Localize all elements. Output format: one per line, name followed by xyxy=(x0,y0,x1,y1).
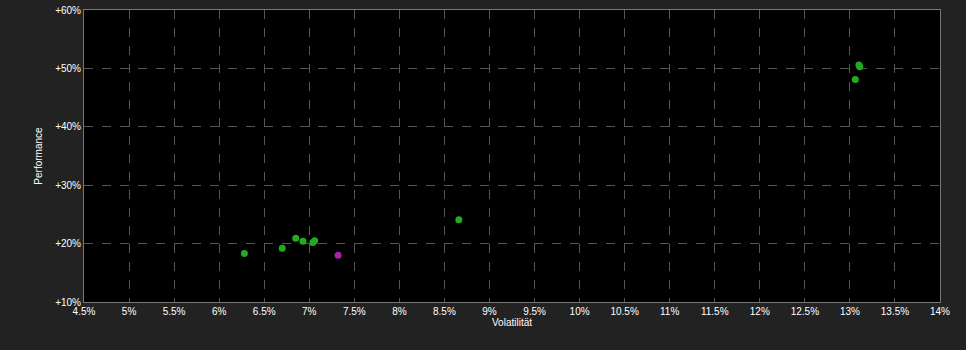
svg-text:4.5%: 4.5% xyxy=(73,306,96,317)
svg-text:5%: 5% xyxy=(122,306,137,317)
svg-text:+10%: +10% xyxy=(55,297,81,308)
svg-text:Performance: Performance xyxy=(33,127,44,185)
svg-text:8%: 8% xyxy=(392,306,407,317)
svg-text:5.5%: 5.5% xyxy=(163,306,186,317)
svg-text:Volatilität: Volatilität xyxy=(492,317,532,328)
svg-text:9.5%: 9.5% xyxy=(523,306,546,317)
svg-text:12.5%: 12.5% xyxy=(791,306,819,317)
svg-text:6%: 6% xyxy=(212,306,227,317)
svg-text:6.5%: 6.5% xyxy=(253,306,276,317)
svg-text:11.5%: 11.5% xyxy=(701,306,729,317)
svg-text:8.5%: 8.5% xyxy=(433,306,456,317)
svg-text:13.5%: 13.5% xyxy=(881,306,909,317)
svg-text:+20%: +20% xyxy=(55,238,81,249)
svg-text:9%: 9% xyxy=(482,306,497,317)
svg-text:+30%: +30% xyxy=(55,180,81,191)
svg-text:10.5%: 10.5% xyxy=(610,306,638,317)
svg-text:10%: 10% xyxy=(570,306,590,317)
svg-text:+60%: +60% xyxy=(55,5,81,16)
svg-text:14%: 14% xyxy=(930,306,950,317)
svg-text:11%: 11% xyxy=(660,306,679,317)
svg-text:+40%: +40% xyxy=(55,121,81,132)
svg-text:13%: 13% xyxy=(840,306,860,317)
svg-text:7%: 7% xyxy=(302,306,317,317)
svg-text:7.5%: 7.5% xyxy=(343,306,366,317)
svg-text:+50%: +50% xyxy=(55,63,81,74)
svg-text:12%: 12% xyxy=(750,306,770,317)
